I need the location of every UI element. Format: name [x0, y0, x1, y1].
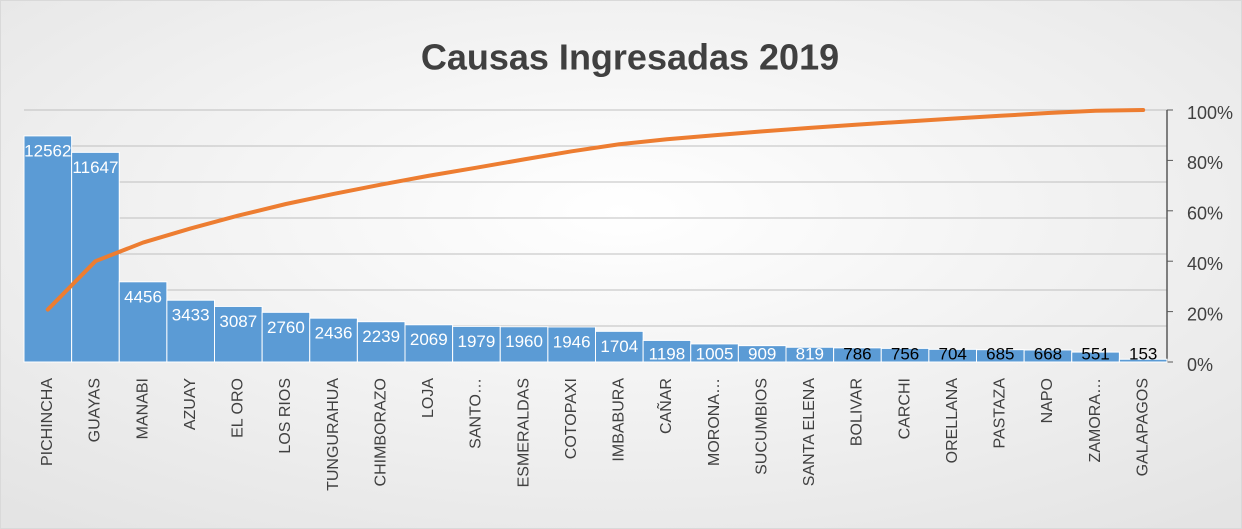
- bar: [71, 151, 120, 363]
- bar: [547, 326, 596, 363]
- x-tick-label: CARCHI: [896, 378, 913, 439]
- x-tick-label: AZUAY: [182, 378, 199, 430]
- x-tick-label: EL ORO: [230, 378, 247, 438]
- value-label: 1704: [600, 337, 638, 356]
- value-label: 668: [1034, 344, 1062, 363]
- chart-title: Causas Ingresadas 2019: [421, 37, 839, 78]
- value-label: 1198: [649, 344, 686, 363]
- x-tick-label: TUNGURAHUA: [325, 378, 342, 491]
- x-tick-label: MORONA…: [706, 378, 723, 466]
- x-tick-label: ESMERALDAS: [515, 378, 532, 487]
- x-tick-label: COTOPAXI: [563, 378, 580, 459]
- value-label: 2760: [267, 318, 305, 337]
- value-label: 704: [939, 344, 967, 363]
- value-label: 756: [891, 344, 919, 363]
- value-label: 2069: [410, 330, 448, 349]
- x-tick-label: LOJA: [420, 378, 437, 418]
- x-tick-label: MANABI: [134, 378, 151, 439]
- y2-tick-label: 80%: [1187, 153, 1223, 173]
- value-label: 819: [796, 344, 824, 363]
- x-tick-label: ORELLANA: [944, 378, 961, 464]
- bar: [404, 324, 454, 363]
- value-label: 12562: [24, 141, 71, 160]
- bar: [1071, 351, 1120, 363]
- x-tick-label: CAÑAR: [655, 378, 675, 434]
- y2-tick-label: 60%: [1187, 204, 1223, 224]
- bar: [595, 330, 644, 363]
- x-tick-label: BOLIVAR: [849, 378, 866, 446]
- value-label: 786: [843, 344, 871, 363]
- x-tick-label: SUCUMBIOS: [753, 378, 770, 475]
- bar: [309, 317, 358, 363]
- y2-tick-label: 40%: [1187, 254, 1223, 274]
- x-tick-label: CHIMBORAZO: [372, 378, 389, 486]
- bar: [261, 311, 311, 363]
- y2-tick-label: 20%: [1187, 304, 1223, 324]
- value-label: 11647: [72, 158, 118, 177]
- x-tick-label: PICHINCHA: [39, 378, 56, 466]
- y2-tick-label: 100%: [1187, 103, 1233, 123]
- value-label: 1005: [696, 344, 734, 363]
- value-label: 2239: [362, 327, 400, 346]
- value-label: 2436: [315, 324, 353, 343]
- bar: [214, 305, 263, 363]
- bar: [1118, 358, 1168, 363]
- x-tick-label: GUAYAS: [87, 378, 104, 442]
- value-label: 153: [1129, 344, 1157, 363]
- bar: [356, 321, 406, 363]
- bar: [166, 299, 215, 363]
- cumulative-line: [45, 108, 1146, 312]
- x-tick-label: NAPO: [1039, 378, 1056, 423]
- x-tick-label: IMBABURA: [611, 378, 628, 462]
- value-label: 3433: [172, 306, 210, 325]
- value-label: 1946: [553, 332, 591, 351]
- x-tick-label: SANTO…: [468, 378, 485, 449]
- y2-tick-label: 0%: [1187, 355, 1213, 375]
- x-tick-label: SANTA ELENA: [801, 378, 818, 487]
- x-tick-label: ZAMORA…: [1087, 378, 1104, 462]
- value-label: 909: [748, 344, 776, 363]
- bar: [452, 325, 501, 363]
- value-label: 685: [986, 344, 1014, 363]
- value-label: 3087: [219, 312, 257, 331]
- x-tick-label: GALAPAGOS: [1134, 378, 1151, 476]
- value-label: 1960: [505, 332, 543, 351]
- value-label: 551: [1081, 344, 1109, 363]
- bar: [23, 135, 73, 363]
- value-label: 4456: [124, 287, 162, 306]
- x-tick-label: PASTAZA: [992, 378, 1009, 449]
- x-tick-label: LOS RIOS: [277, 378, 294, 454]
- value-label: 1979: [458, 332, 496, 351]
